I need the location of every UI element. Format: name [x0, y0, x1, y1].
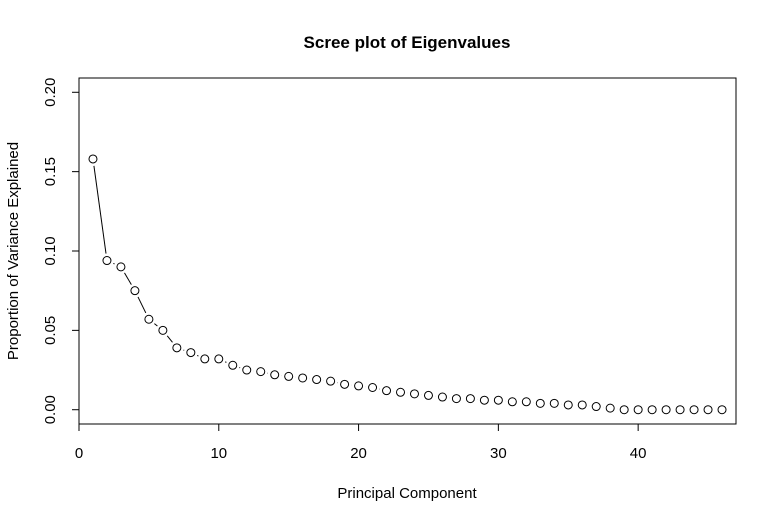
data-point: [409, 389, 419, 399]
series-line-segment: [124, 272, 132, 285]
data-point: [689, 405, 699, 415]
data-point: [563, 400, 573, 410]
data-point: [661, 405, 671, 415]
data-point: [591, 402, 601, 412]
data-point: [507, 397, 517, 407]
data-point: [116, 262, 126, 272]
x-axis-label: Principal Component: [337, 485, 477, 502]
data-point: [493, 395, 503, 405]
data-point: [675, 405, 685, 415]
data-point: [312, 375, 322, 385]
x-tick-label: 40: [630, 445, 647, 462]
series-line-segment: [196, 355, 199, 357]
data-point: [717, 405, 727, 415]
series-line-segment: [166, 335, 173, 343]
x-tick-label: 0: [75, 445, 83, 462]
data-point: [228, 360, 238, 370]
data-point: [605, 403, 615, 413]
data-point: [633, 405, 643, 415]
data-point: [284, 371, 294, 381]
plot-frame: [78, 77, 737, 425]
data-point: [451, 394, 461, 404]
data-point: [577, 400, 587, 410]
series-points: [88, 154, 727, 415]
data-point: [242, 365, 252, 375]
data-point: [158, 325, 168, 335]
data-point: [340, 379, 350, 389]
data-point: [647, 405, 657, 415]
data-point: [368, 382, 378, 392]
data-point: [270, 370, 280, 380]
data-point: [465, 394, 475, 404]
y-tick-label: 0.00: [42, 395, 59, 424]
data-point: [200, 354, 210, 364]
data-point: [619, 405, 629, 415]
data-point: [535, 398, 545, 408]
series-line-segment: [224, 361, 227, 363]
data-point: [88, 154, 98, 164]
chart-title: Scree plot of Eigenvalues: [304, 33, 511, 52]
y-tick-label: 0.20: [42, 78, 59, 107]
y-axis: 0.00 0.05 0.10 0.15 0.20: [42, 78, 80, 424]
data-point: [102, 256, 112, 266]
x-tick-label: 30: [490, 445, 507, 462]
data-point: [549, 398, 559, 408]
y-axis-label: Proportion of Variance Explained: [5, 142, 22, 360]
y-tick-label: 0.10: [42, 236, 59, 265]
data-point: [186, 348, 196, 358]
data-point: [396, 387, 406, 397]
y-tick-label: 0.15: [42, 157, 59, 186]
data-point: [479, 395, 489, 405]
x-axis: 0 10 20 30 40: [75, 423, 647, 462]
series-line-segment: [113, 262, 115, 265]
series-line-segment: [137, 296, 147, 314]
series-lines: [93, 165, 618, 410]
data-point: [437, 392, 447, 402]
data-point: [172, 343, 182, 353]
data-point: [256, 367, 266, 377]
data-point: [298, 373, 308, 383]
data-point: [382, 386, 392, 396]
data-point: [214, 354, 224, 364]
data-point: [130, 286, 140, 296]
x-tick-label: 20: [350, 445, 367, 462]
data-point: [521, 397, 531, 407]
series-line-segment: [93, 165, 107, 254]
data-point: [326, 376, 336, 386]
data-point: [703, 405, 713, 415]
data-point: [144, 314, 154, 324]
y-tick-label: 0.05: [42, 316, 59, 345]
series-line-segment: [154, 323, 158, 327]
data-point: [423, 390, 433, 400]
x-tick-label: 10: [210, 445, 227, 462]
data-point: [354, 381, 364, 391]
